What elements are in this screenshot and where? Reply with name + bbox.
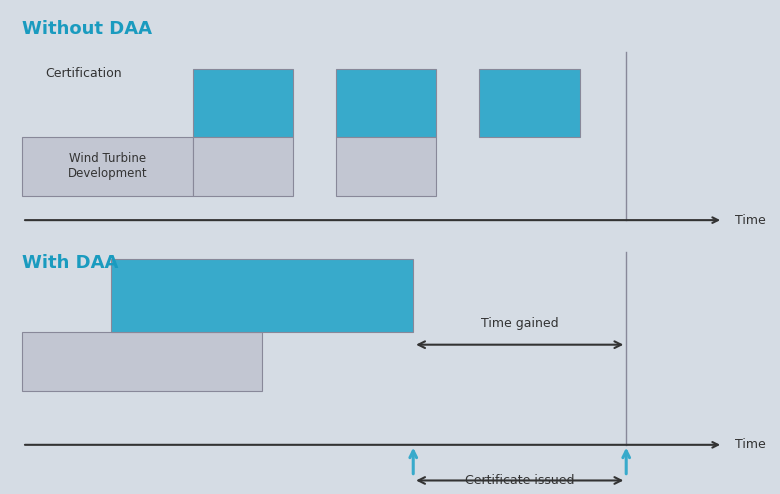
Text: Without DAA: Without DAA: [22, 20, 152, 38]
Text: Time: Time: [735, 213, 765, 227]
Bar: [22, 137, 193, 196]
Bar: [193, 69, 293, 137]
Bar: [112, 259, 413, 332]
Text: With DAA: With DAA: [22, 254, 119, 272]
Text: Time: Time: [735, 438, 765, 452]
Bar: [479, 69, 580, 137]
Bar: [193, 137, 293, 196]
Text: Certification: Certification: [45, 67, 122, 80]
Text: Wind Turbine
Development: Wind Turbine Development: [68, 153, 147, 180]
Bar: [335, 69, 437, 137]
Bar: [335, 137, 437, 196]
Text: Certificate issued: Certificate issued: [466, 474, 575, 487]
Text: Time gained: Time gained: [481, 317, 559, 330]
Bar: [22, 332, 262, 391]
